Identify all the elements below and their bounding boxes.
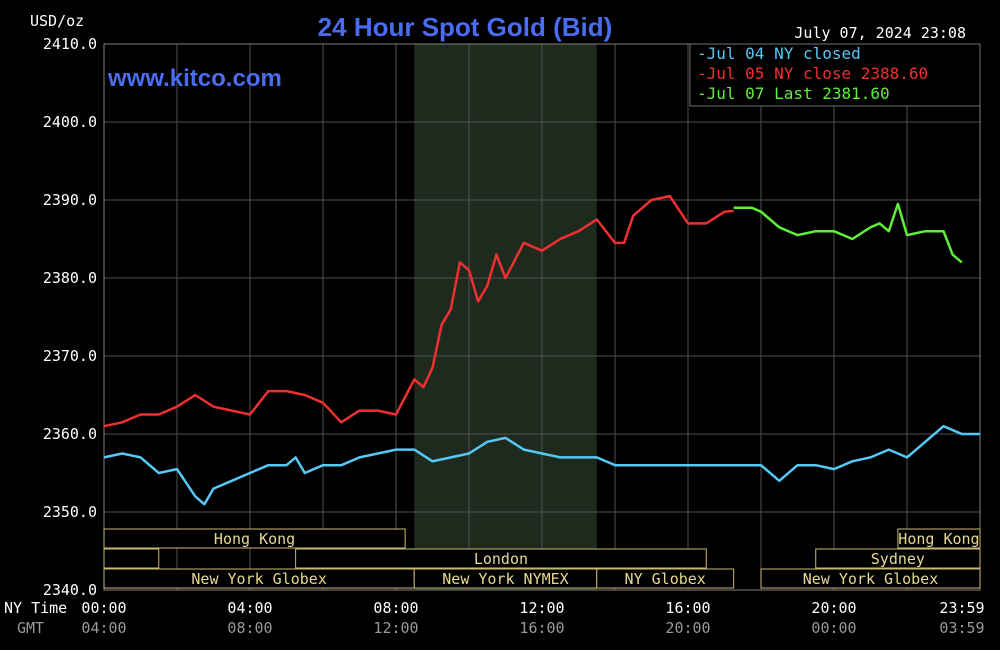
x-tick-label-ny: 08:00 — [373, 599, 418, 617]
x-tick-label-gmt: 12:00 — [373, 619, 418, 637]
session-box — [760, 568, 981, 589]
session-label: Sydney — [871, 550, 925, 568]
y-tick-label: 2380.0 — [43, 269, 97, 287]
x-tick-label-ny: 12:00 — [519, 599, 564, 617]
x-tick-label-ny: 16:00 — [665, 599, 710, 617]
session-label: NY Globex — [625, 570, 706, 588]
session-label: Hong Kong — [214, 530, 295, 548]
series-line-1 — [103, 194, 734, 428]
x-tick-label-gmt: 20:00 — [665, 619, 710, 637]
y-tick-label: 2410.0 — [43, 35, 97, 53]
legend: -Jul 04 NY closed -Jul 05 NY close 2388.… — [689, 43, 981, 107]
x-tick-label-gmt: 03:59 — [939, 619, 984, 637]
session-box — [103, 548, 160, 569]
website-watermark: www.kitco.com — [107, 65, 282, 92]
y-tick-label: 2370.0 — [43, 347, 97, 365]
chart-title: 24 Hour Spot Gold (Bid) — [318, 12, 613, 42]
y-tick-label: 2360.0 — [43, 425, 97, 443]
x-axis-ticks: 00:00 04:00 04:00 08:00 08:00 12:00 12:00 16:00… — [81, 599, 984, 637]
y-tick-label: 2390.0 — [43, 191, 97, 209]
x-tick-label-ny: 23:59 — [939, 599, 984, 617]
chart-datestamp: July 07, 2024 23:08 — [794, 24, 966, 42]
session-box — [596, 568, 735, 589]
nymex-session-shade — [414, 44, 597, 590]
session-label: London — [474, 550, 528, 568]
legend-box — [689, 43, 981, 107]
session-box — [103, 528, 406, 549]
y-axis-unit-label: USD/oz — [30, 12, 84, 30]
x-tick-label-gmt: 08:00 — [227, 619, 272, 637]
price-series — [103, 194, 980, 506]
y-tick-label: 2350.0 — [43, 503, 97, 521]
x-tick-label-ny: 00:00 — [81, 599, 126, 617]
x-tick-label-ny: 04:00 — [227, 599, 272, 617]
gmt-row-label: GMT — [17, 619, 44, 637]
y-tick-label: 2400.0 — [43, 113, 97, 131]
session-box — [897, 528, 981, 549]
legend-entry-jul04: -Jul 04 NY closed — [697, 44, 861, 63]
legend-entry-jul05: -Jul 05 NY close 2388.60 — [697, 64, 928, 83]
series-line-2 — [733, 202, 963, 264]
x-tick-label-gmt: 16:00 — [519, 619, 564, 637]
session-label: New York Globex — [191, 570, 326, 588]
trading-sessions: Hong Kong Hong Kong London Sydney New York G… — [103, 528, 981, 589]
session-box — [295, 548, 707, 569]
x-tick-label-ny: 20:00 — [811, 599, 856, 617]
session-box — [815, 548, 981, 569]
y-tick-label: 2340.0 — [43, 581, 97, 599]
ny-time-row-label: NY Time — [4, 599, 67, 617]
x-tick-label-gmt: 00:00 — [811, 619, 856, 637]
plot-frame — [103, 43, 981, 591]
session-label: New York Globex — [803, 570, 938, 588]
y-axis-ticks: 2410.0 2400.0 2390.0 2380.0 2370.0 2360.0 2350… — [43, 35, 97, 599]
session-label: New York NYMEX — [442, 570, 568, 588]
x-tick-label-gmt: 04:00 — [81, 619, 126, 637]
session-label: Hong Kong — [898, 530, 979, 548]
series-line-0 — [103, 424, 980, 506]
legend-entry-jul07: -Jul 07 Last 2381.60 — [697, 84, 890, 103]
